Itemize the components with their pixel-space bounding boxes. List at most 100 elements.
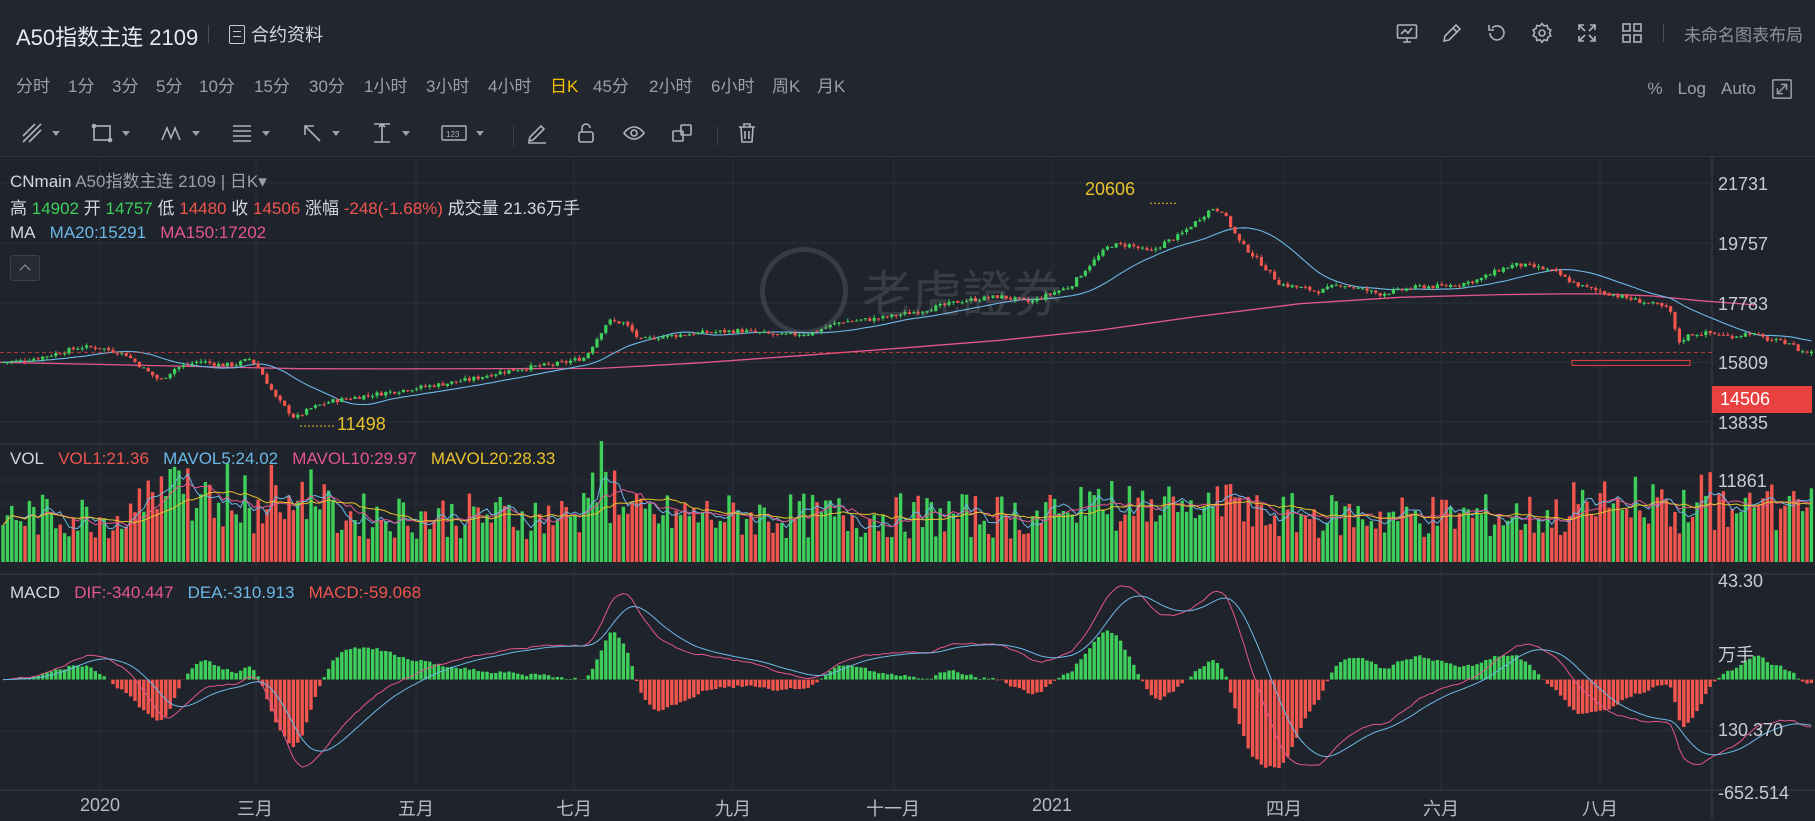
volume-bar <box>903 532 906 562</box>
volume-bar <box>89 532 92 562</box>
macd-histogram-bar <box>1295 680 1298 738</box>
draw-icon[interactable] <box>1439 20 1465 46</box>
macd-histogram-bar <box>1167 680 1170 693</box>
candle-body <box>1401 289 1404 290</box>
macd-histogram-bar <box>1660 680 1663 686</box>
pattern-tool-button[interactable] <box>160 120 200 146</box>
macd-histogram-bar <box>1722 674 1725 680</box>
measure-tool-button[interactable] <box>370 120 410 146</box>
volume-bar <box>28 501 31 562</box>
period-tab[interactable]: 周K <box>772 68 800 110</box>
candle-body <box>859 319 862 320</box>
fibonacci-tool-button[interactable] <box>230 120 270 146</box>
macd-histogram-bar <box>1792 673 1795 680</box>
clone-button[interactable] <box>670 120 694 146</box>
volume-bar <box>1783 506 1786 562</box>
candle-body <box>1484 275 1487 278</box>
period-tab[interactable]: 10分 <box>199 68 235 110</box>
candle-body <box>1247 245 1250 253</box>
macd-histogram-bar <box>1172 680 1175 692</box>
volume-bar <box>1304 515 1307 562</box>
lock-button[interactable] <box>574 120 598 146</box>
volume-bar <box>1590 514 1593 562</box>
volume-bar <box>1075 523 1078 562</box>
symbol-title[interactable]: A50指数主连 2109 <box>16 20 198 52</box>
trash-icon <box>735 121 759 145</box>
price-axis-label: 11861 <box>1718 471 1767 492</box>
volume-bar <box>23 526 26 562</box>
pencil-button[interactable] <box>525 120 549 146</box>
period-tab-active[interactable]: 日K <box>550 68 578 110</box>
period-tab[interactable]: 6小时 <box>711 68 754 110</box>
settings-icon[interactable] <box>1529 20 1555 46</box>
candle-body <box>701 331 704 333</box>
period-tab[interactable]: 30分 <box>309 68 345 110</box>
chart-canvas[interactable] <box>0 157 1815 820</box>
volume-bar <box>1238 497 1241 562</box>
candle-body <box>191 363 194 364</box>
candle-body <box>1238 234 1241 241</box>
volume-bar <box>362 494 365 562</box>
period-tab[interactable]: 45分 <box>593 68 629 110</box>
volume-bar <box>1291 493 1294 562</box>
text-tool-button[interactable]: 123 <box>440 120 484 146</box>
macd-histogram-bar <box>133 680 136 701</box>
macd-histogram-bar <box>287 680 290 744</box>
period-tab[interactable]: 3小时 <box>426 68 469 110</box>
period-tab[interactable]: 1小时 <box>364 68 407 110</box>
macd-histogram-bar <box>873 671 876 679</box>
volume-bar <box>648 503 651 562</box>
period-tab[interactable]: 4小时 <box>488 68 531 110</box>
collapse-legend-button[interactable] <box>10 255 40 281</box>
candle-body <box>881 316 884 318</box>
volume-bar <box>54 528 57 562</box>
line-tool-button[interactable] <box>20 120 60 146</box>
period-tab[interactable]: 2小时 <box>649 68 692 110</box>
fullscreen-icon[interactable] <box>1574 20 1600 46</box>
candle-body <box>490 375 493 376</box>
period-tab[interactable]: 分时 <box>16 68 50 110</box>
layout-grid-icon[interactable] <box>1619 20 1645 46</box>
period-tab[interactable]: 1分 <box>68 68 94 110</box>
period-tab[interactable]: 15分 <box>254 68 290 110</box>
macd-histogram-bar <box>903 675 906 680</box>
macd-histogram-bar <box>85 666 88 680</box>
chart-area[interactable]: 老虎證券 CNmain A50指数主连 2109 | 日K▾ 高 14902 开… <box>0 157 1815 820</box>
candle-body <box>1242 241 1245 244</box>
volume-bar <box>455 526 458 562</box>
macd-histogram-bar <box>1739 665 1742 680</box>
candle-body <box>1365 288 1368 290</box>
layout-name-selector[interactable]: 未命名图表布局 <box>1684 21 1803 46</box>
chart-template-icon[interactable] <box>1394 20 1420 46</box>
undo-icon[interactable] <box>1484 20 1510 46</box>
percent-scale-button[interactable]: % <box>1648 79 1663 99</box>
candle-body <box>1115 243 1118 247</box>
contract-info-button[interactable]: 合约资料 <box>229 21 323 47</box>
period-tab[interactable]: 月K <box>817 68 845 110</box>
volume-bar <box>1216 486 1219 562</box>
macd-histogram-bar <box>1031 680 1034 695</box>
volume-bar <box>1128 486 1131 562</box>
candle-body <box>1533 264 1536 267</box>
volume-bar <box>345 521 348 562</box>
period-tab[interactable]: 3分 <box>112 68 138 110</box>
auto-scale-button[interactable]: Auto <box>1721 79 1756 99</box>
candle-body <box>1546 269 1549 270</box>
arrow-tool-button[interactable] <box>300 120 340 146</box>
candle-body <box>1040 299 1043 300</box>
expand-icon[interactable] <box>1771 78 1793 100</box>
macd-histogram-bar <box>1088 648 1091 679</box>
log-scale-button[interactable]: Log <box>1678 79 1706 99</box>
delete-button[interactable] <box>735 120 759 146</box>
candle-body <box>1678 328 1681 342</box>
visibility-button[interactable] <box>622 120 646 146</box>
volume-bar <box>996 497 999 562</box>
rectangle-tool-button[interactable] <box>90 120 130 146</box>
macd-histogram-bar <box>441 666 444 679</box>
macd-histogram-bar <box>1203 666 1206 679</box>
period-tab[interactable]: 5分 <box>156 68 182 110</box>
volume-bar <box>626 514 629 562</box>
candle-body <box>1167 239 1170 241</box>
volume-bar <box>551 525 554 562</box>
volume-bar <box>389 531 392 562</box>
